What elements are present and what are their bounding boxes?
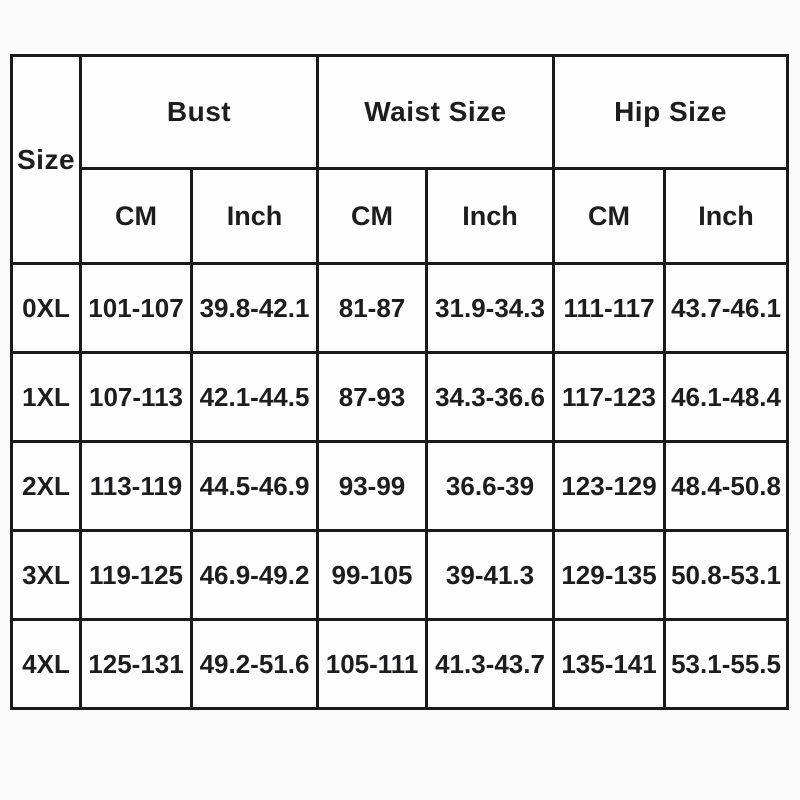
size-label: 3XL [10, 529, 82, 621]
table-row-4xl: 4XL 125-131 49.2-51.6 105-111 41.3-43.7 … [10, 618, 790, 710]
waist-cm-value: 105-111 [316, 618, 429, 710]
header-waist-cm: CM [316, 167, 429, 265]
header-waist-size: Waist Size [316, 54, 556, 170]
size-label: 2XL [10, 440, 82, 532]
waist-inch-value: 34.3-36.6 [425, 351, 556, 443]
header-hip-size: Hip Size [552, 54, 790, 170]
hip-inch-value: 53.1-55.5 [663, 618, 790, 710]
table-row-3xl: 3XL 119-125 46.9-49.2 99-105 39-41.3 129… [10, 529, 790, 621]
header-unit-row: CM Inch CM Inch CM Inch [12, 167, 790, 265]
size-chart: Size Bust Waist Size Hip Size CM Inch CM… [10, 54, 790, 710]
bust-inch-value: 42.1-44.5 [189, 351, 320, 443]
bust-cm-value: 113-119 [79, 440, 193, 532]
bust-inch-value: 44.5-46.9 [189, 440, 320, 532]
header-waist-inch: Inch [425, 167, 556, 265]
size-label: 1XL [10, 351, 82, 443]
size-label: 0XL [10, 262, 82, 354]
bust-cm-value: 107-113 [79, 351, 193, 443]
bust-cm-value: 101-107 [79, 262, 193, 354]
hip-inch-value: 50.8-53.1 [663, 529, 790, 621]
waist-cm-value: 99-105 [316, 529, 429, 621]
header-size: Size [10, 54, 82, 265]
waist-inch-value: 36.6-39 [425, 440, 556, 532]
waist-cm-value: 87-93 [316, 351, 429, 443]
bust-inch-value: 39.8-42.1 [189, 262, 320, 354]
waist-cm-value: 93-99 [316, 440, 429, 532]
hip-cm-value: 135-141 [552, 618, 667, 710]
hip-inch-value: 46.1-48.4 [663, 351, 790, 443]
header-group-row: Size Bust Waist Size Hip Size [10, 54, 790, 265]
waist-cm-value: 81-87 [316, 262, 429, 354]
hip-inch-value: 48.4-50.8 [663, 440, 790, 532]
hip-cm-value: 111-117 [552, 262, 667, 354]
table-row-2xl: 2XL 113-119 44.5-46.9 93-99 36.6-39 123-… [10, 440, 790, 532]
hip-inch-value: 43.7-46.1 [663, 262, 790, 354]
header-bust-inch: Inch [189, 167, 320, 265]
header-hip-cm: CM [552, 167, 667, 265]
hip-cm-value: 123-129 [552, 440, 667, 532]
hip-cm-value: 117-123 [552, 351, 667, 443]
waist-inch-value: 31.9-34.3 [425, 262, 556, 354]
header-hip-inch: Inch [663, 167, 790, 265]
bust-cm-value: 125-131 [79, 618, 193, 710]
bust-inch-value: 49.2-51.6 [189, 618, 320, 710]
header-bust-cm: CM [79, 167, 193, 265]
size-chart-table: Size Bust Waist Size Hip Size CM Inch CM… [10, 54, 790, 710]
table-row-1xl: 1XL 107-113 42.1-44.5 87-93 34.3-36.6 11… [10, 351, 790, 443]
bust-cm-value: 119-125 [79, 529, 193, 621]
table-row-0xl: 0XL 101-107 39.8-42.1 81-87 31.9-34.3 11… [10, 262, 790, 354]
waist-inch-value: 41.3-43.7 [425, 618, 556, 710]
bust-inch-value: 46.9-49.2 [189, 529, 320, 621]
hip-cm-value: 129-135 [552, 529, 667, 621]
header-bust: Bust [78, 54, 320, 170]
waist-inch-value: 39-41.3 [425, 529, 556, 621]
size-label: 4XL [10, 618, 82, 710]
